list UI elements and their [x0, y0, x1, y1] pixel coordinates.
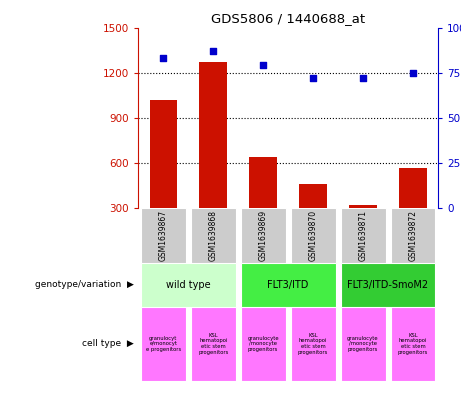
Bar [341, 263, 436, 307]
Text: genotype/variation  ▶: genotype/variation ▶ [35, 281, 134, 289]
Bar [399, 168, 427, 208]
Point [309, 75, 317, 81]
Bar [149, 100, 177, 208]
Point [359, 75, 366, 81]
Text: KSL
hematopoi
etic stem
progenitors: KSL hematopoi etic stem progenitors [398, 333, 428, 355]
Bar [241, 208, 286, 263]
Bar [290, 307, 336, 381]
Text: GSM1639867: GSM1639867 [159, 210, 168, 261]
Point [409, 70, 417, 76]
Point [209, 48, 217, 54]
Bar [141, 208, 186, 263]
Bar [141, 263, 236, 307]
Point [260, 62, 267, 69]
Text: KSL
hematopoi
etic stem
progenitors: KSL hematopoi etic stem progenitors [298, 333, 328, 355]
Text: GSM1639872: GSM1639872 [408, 210, 418, 261]
Bar [290, 208, 336, 263]
Text: FLT3/ITD: FLT3/ITD [267, 280, 309, 290]
Bar [191, 208, 236, 263]
Bar [241, 263, 336, 307]
Bar [191, 307, 236, 381]
Text: granulocyt
e/monocyt
e progenitors: granulocyt e/monocyt e progenitors [146, 336, 181, 352]
Text: FLT3/ITD-SmoM2: FLT3/ITD-SmoM2 [348, 280, 429, 290]
Point [160, 55, 167, 61]
Bar [200, 62, 227, 208]
Bar [390, 208, 436, 263]
Bar [341, 307, 385, 381]
Text: GSM1639868: GSM1639868 [209, 210, 218, 261]
Bar [249, 157, 277, 208]
Text: GSM1639870: GSM1639870 [308, 210, 318, 261]
Text: granulocyte
/monocyte
progenitors: granulocyte /monocyte progenitors [248, 336, 279, 352]
Bar [341, 208, 385, 263]
Text: GSM1639871: GSM1639871 [359, 210, 367, 261]
Text: wild type: wild type [166, 280, 211, 290]
Text: KSL
hematopoi
etic stem
progenitors: KSL hematopoi etic stem progenitors [198, 333, 228, 355]
Bar [390, 307, 436, 381]
Bar [299, 184, 327, 208]
Text: cell type  ▶: cell type ▶ [82, 340, 134, 348]
Bar [349, 205, 377, 208]
Title: GDS5806 / 1440688_at: GDS5806 / 1440688_at [211, 12, 365, 25]
Bar [141, 307, 186, 381]
Bar [241, 307, 286, 381]
Text: granulocyte
/monocyte
progenitors: granulocyte /monocyte progenitors [347, 336, 379, 352]
Text: GSM1639869: GSM1639869 [259, 210, 268, 261]
